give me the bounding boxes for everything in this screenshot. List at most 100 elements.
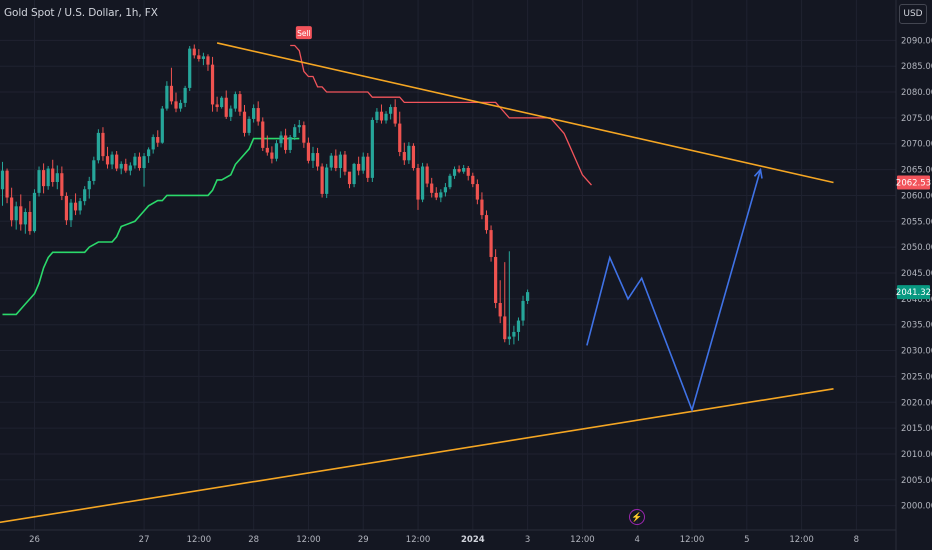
candle-body xyxy=(233,94,237,109)
candle-body xyxy=(393,107,397,124)
candle-body xyxy=(165,85,169,109)
candle-body xyxy=(0,170,5,190)
price-label-value: 2062.53 xyxy=(896,179,931,189)
candle-body xyxy=(206,56,210,65)
candle-body xyxy=(169,85,174,102)
candle-body xyxy=(101,132,105,157)
candle-body xyxy=(439,192,443,198)
candle-body xyxy=(69,202,73,221)
candle-body xyxy=(425,166,429,184)
y-tick-label: 2070.00 xyxy=(901,140,932,150)
candle-body xyxy=(297,125,301,128)
candle-body xyxy=(137,156,142,169)
candle-body xyxy=(151,137,155,150)
candle-body xyxy=(448,175,452,188)
candle-body xyxy=(416,168,420,200)
candle-body xyxy=(320,166,324,194)
candle-body xyxy=(480,199,484,216)
candle-body xyxy=(174,101,178,109)
sell-marker[interactable] xyxy=(295,26,312,40)
candle-body xyxy=(46,168,50,187)
y-tick-label: 2000.00 xyxy=(901,502,932,512)
candle-body xyxy=(110,154,114,165)
y-tick-label: 2035.00 xyxy=(901,321,932,331)
candle-body xyxy=(311,153,315,161)
candle-body xyxy=(265,147,269,153)
candle-body xyxy=(334,155,338,169)
candle-body xyxy=(51,168,55,183)
candle-body xyxy=(14,206,18,221)
y-tick-label: 2085.00 xyxy=(901,62,932,72)
x-tick-label: 4 xyxy=(635,535,640,545)
candle-body xyxy=(192,48,196,56)
candle-body xyxy=(375,111,379,120)
projection-path[interactable] xyxy=(586,169,762,413)
candle-body xyxy=(452,169,457,176)
lightning-icon[interactable]: ⚡ xyxy=(629,509,645,525)
x-tick-label: 28 xyxy=(248,535,259,545)
candle-body xyxy=(512,331,516,337)
candle-body xyxy=(87,180,91,190)
candle-body xyxy=(379,111,384,121)
candle-body xyxy=(115,154,119,169)
currency-button[interactable]: USD xyxy=(899,4,927,24)
candle-body xyxy=(343,154,347,172)
candle-body xyxy=(156,137,160,143)
candle-body xyxy=(128,165,132,171)
y-tick-label: 2025.00 xyxy=(901,372,932,382)
y-tick-label: 2040.00 xyxy=(901,295,932,305)
candle-body xyxy=(411,145,416,169)
candle-body xyxy=(293,127,297,138)
candle-body xyxy=(5,170,9,198)
chart-title: Gold Spot / U.S. Dollar, 1h, FX xyxy=(4,7,158,19)
candle-body xyxy=(19,206,23,225)
candle-body xyxy=(462,168,466,172)
trailing-stop-long-line xyxy=(2,137,300,316)
y-tick-label: 2030.00 xyxy=(901,347,932,357)
lower-trendline[interactable] xyxy=(0,388,834,527)
candle-body xyxy=(37,170,41,193)
candle-body xyxy=(516,320,521,332)
candle-body xyxy=(507,336,511,340)
candle-body xyxy=(498,302,502,317)
candle-body xyxy=(457,169,461,172)
candle-body xyxy=(489,230,493,257)
y-tick-label: 2065.00 xyxy=(901,166,932,176)
candle-body xyxy=(494,256,498,303)
candle-body xyxy=(306,142,311,161)
candle-body xyxy=(247,118,251,133)
upper-trendline[interactable] xyxy=(216,42,834,184)
candle-body xyxy=(357,163,361,171)
candle-body xyxy=(220,97,224,108)
candle-body xyxy=(279,135,283,144)
x-tick-label: 29 xyxy=(358,535,369,545)
candle-body xyxy=(124,163,128,171)
y-tick-label: 2090.00 xyxy=(901,36,932,46)
candle-body xyxy=(270,152,274,159)
y-tick-label: 2055.00 xyxy=(901,217,932,227)
candle-body xyxy=(201,56,206,59)
y-tick-label: 2010.00 xyxy=(901,450,932,460)
sell-marker-label: Sell xyxy=(297,29,311,38)
candle-body xyxy=(188,48,192,88)
candle-body xyxy=(32,192,37,232)
candle-body xyxy=(407,145,411,161)
y-tick-label: 2015.00 xyxy=(901,424,932,434)
x-tick-label: 12:00 xyxy=(296,535,321,545)
candle-body xyxy=(402,152,406,161)
candle-body xyxy=(256,108,260,122)
price-label-value: 2041.32 xyxy=(896,288,931,298)
candle-body xyxy=(420,166,425,200)
x-tick-label: 5 xyxy=(744,535,749,545)
y-tick-label: 2075.00 xyxy=(901,114,932,124)
candle-body xyxy=(347,171,352,185)
candle-body xyxy=(261,121,265,148)
candle-body xyxy=(160,108,164,143)
candle-body xyxy=(28,211,32,232)
y-tick-label: 2045.00 xyxy=(901,269,932,279)
candle-body xyxy=(288,137,292,150)
candle-body xyxy=(361,156,365,171)
trailing-stop-short-line xyxy=(290,44,592,186)
